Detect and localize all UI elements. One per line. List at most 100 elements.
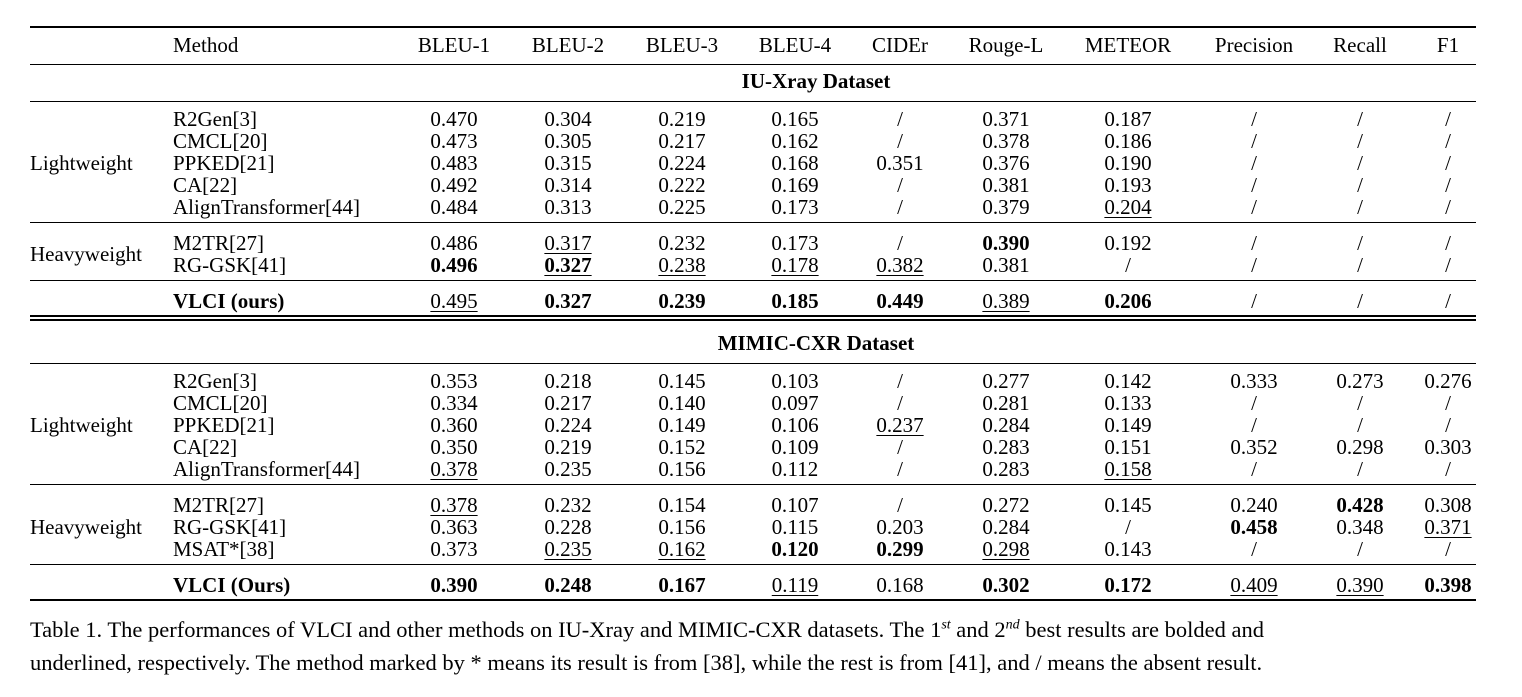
metric-cell: / [1445, 537, 1451, 561]
metric-cell: / [1251, 391, 1257, 415]
group-label: Heavyweight [30, 515, 142, 539]
header-rule [30, 64, 1476, 65]
caption-text-3: best results are bolded and [1019, 617, 1264, 642]
metric-cell: 0.381 [982, 253, 1030, 277]
metric-cell: 0.492 [430, 173, 478, 197]
metric-cell: / [1251, 231, 1257, 255]
metric-cell: 0.327 [544, 289, 592, 313]
metric-cell: 0.352 [1230, 435, 1278, 459]
metric-cell: 0.219 [544, 435, 592, 459]
top-rule [30, 26, 1476, 28]
column-header: CIDEr [872, 33, 928, 57]
metric-cell: / [897, 107, 903, 131]
metric-cell: 0.120 [771, 537, 819, 561]
caption-text-4: underlined, respectively. The method mar… [30, 650, 1263, 675]
metric-cell: / [897, 457, 903, 481]
metric-cell: 0.142 [1104, 369, 1152, 393]
metric-cell: 0.224 [544, 413, 592, 437]
column-header: Rouge-L [968, 33, 1044, 57]
metric-cell: 0.154 [658, 493, 706, 517]
metric-cell: / [1445, 231, 1451, 255]
column-header: Method [173, 33, 239, 57]
metric-cell: 0.192 [1104, 231, 1152, 255]
method-name: PPKED[21] [173, 151, 275, 175]
metric-cell: 0.360 [430, 413, 478, 437]
metric-cell: / [1357, 391, 1363, 415]
metric-cell: 0.305 [544, 129, 592, 153]
metric-cell: 0.240 [1230, 493, 1278, 517]
metric-cell: 0.314 [544, 173, 592, 197]
metric-cell: 0.235 [544, 537, 592, 561]
metric-cell: / [1357, 173, 1363, 197]
metric-cell: 0.495 [430, 289, 478, 313]
metric-cell: 0.382 [876, 253, 924, 277]
metric-cell: / [1445, 195, 1451, 219]
metric-cell: 0.484 [430, 195, 478, 219]
metric-cell: 0.303 [1424, 435, 1472, 459]
metric-cell: 0.156 [658, 515, 706, 539]
metric-cell: 0.315 [544, 151, 592, 175]
metric-cell: 0.284 [982, 515, 1030, 539]
metric-cell: / [1445, 413, 1451, 437]
metric-cell: 0.458 [1230, 515, 1278, 539]
metric-cell: 0.237 [876, 413, 924, 437]
metric-cell: 0.115 [771, 515, 819, 539]
metric-cell: 0.140 [658, 391, 706, 415]
metric-cell: / [897, 173, 903, 197]
metric-cell: / [1445, 129, 1451, 153]
metric-cell: / [1357, 537, 1363, 561]
metric-cell: 0.283 [982, 435, 1030, 459]
metric-cell: 0.483 [430, 151, 478, 175]
section-rule [30, 101, 1476, 102]
metric-cell: / [897, 231, 903, 255]
metric-cell: 0.496 [430, 253, 478, 277]
metric-cell: 0.106 [771, 413, 819, 437]
metric-cell: 0.149 [1104, 413, 1152, 437]
metric-cell: / [897, 391, 903, 415]
metric-cell: 0.381 [982, 173, 1030, 197]
metric-cell: / [1125, 253, 1131, 277]
metric-cell: 0.390 [430, 573, 478, 597]
metric-cell: 0.232 [658, 231, 706, 255]
metric-cell: 0.190 [1104, 151, 1152, 175]
metric-cell: 0.206 [1104, 289, 1152, 313]
metric-cell: 0.390 [1336, 573, 1384, 597]
method-name: R2Gen[3] [173, 369, 257, 393]
metric-cell: 0.119 [771, 573, 819, 597]
group-rule [30, 484, 1476, 485]
metric-cell: 0.173 [771, 195, 819, 219]
metric-cell: 0.173 [771, 231, 819, 255]
metric-cell: / [1445, 253, 1451, 277]
bottom-rule [30, 599, 1476, 601]
metric-cell: 0.299 [876, 537, 924, 561]
metric-cell: 0.097 [771, 391, 819, 415]
method-name: CMCL[20] [173, 391, 268, 415]
metric-cell: / [1357, 457, 1363, 481]
metric-cell: 0.327 [544, 253, 592, 277]
double-rule-bottom [30, 319, 1476, 321]
metric-cell: / [1251, 173, 1257, 197]
method-name: RG-GSK[41] [173, 253, 287, 277]
metric-cell: 0.273 [1336, 369, 1384, 393]
method-name: CMCL[20] [173, 129, 268, 153]
method-name: R2Gen[3] [173, 107, 257, 131]
metric-cell: / [897, 195, 903, 219]
metric-cell: 0.378 [982, 129, 1030, 153]
metric-cell: 0.398 [1424, 573, 1472, 597]
metric-cell: 0.222 [658, 173, 706, 197]
metric-cell: 0.133 [1104, 391, 1152, 415]
group-label: Heavyweight [30, 242, 142, 266]
metric-cell: / [1445, 289, 1451, 313]
metric-cell: / [897, 493, 903, 517]
metric-cell: 0.103 [771, 369, 819, 393]
metric-cell: 0.409 [1230, 573, 1278, 597]
metric-cell: / [1357, 129, 1363, 153]
metric-cell: / [1357, 413, 1363, 437]
metric-cell: / [897, 435, 903, 459]
method-name: AlignTransformer[44] [173, 195, 361, 219]
metric-cell: 0.428 [1336, 493, 1384, 517]
metric-cell: 0.276 [1424, 369, 1472, 393]
column-header: METEOR [1084, 33, 1172, 57]
group-rule [30, 564, 1476, 565]
